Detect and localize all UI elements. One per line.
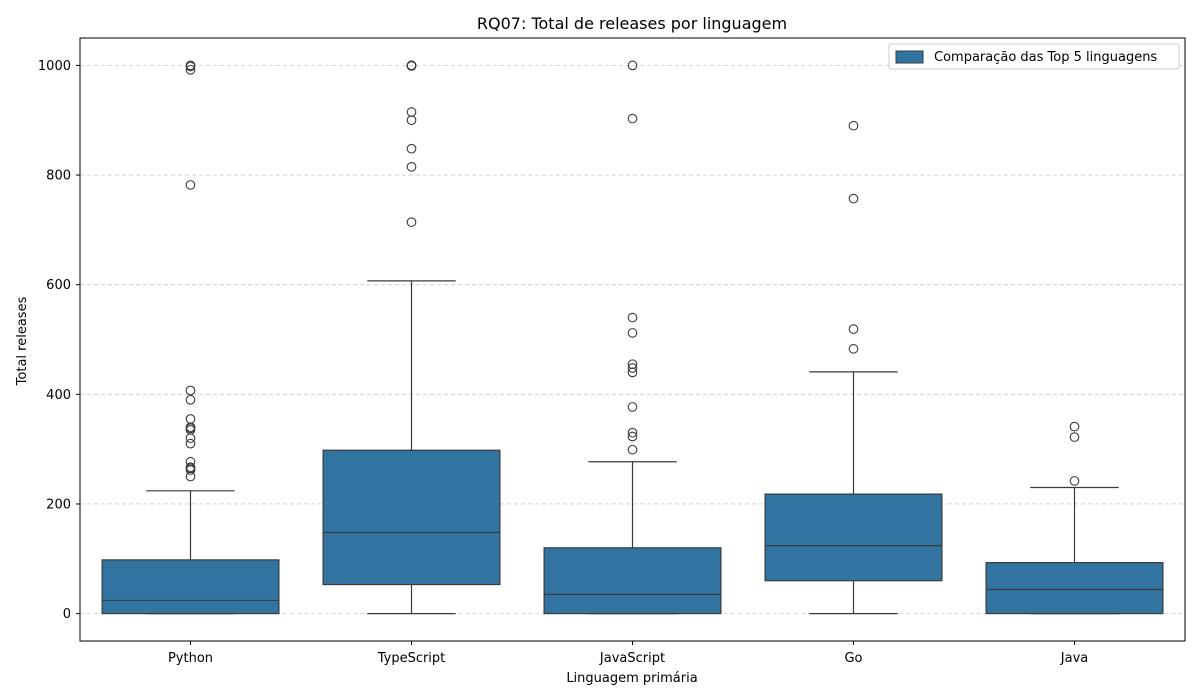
outlier-point	[1069, 432, 1080, 442]
axis-layer: 0 200 400 600 800 1000 Python TypeScript JavaScr…	[38, 59, 1088, 666]
box-iqr	[543, 547, 722, 615]
outlier-point	[185, 462, 196, 473]
outlier-point	[848, 193, 859, 204]
outlier-point	[406, 143, 417, 154]
legend: Comparação das Top 5 linguagens	[888, 43, 1180, 70]
outlier-point	[185, 64, 196, 75]
outlier-point	[627, 427, 638, 438]
y-axis-title: Total releases	[15, 296, 30, 386]
outlier-point	[1069, 476, 1080, 486]
y-tick-label: 400	[46, 388, 71, 403]
box-typescript	[322, 60, 501, 615]
box-iqr	[101, 559, 280, 615]
outlier-point	[406, 107, 417, 117]
outlier-point	[627, 431, 638, 442]
outlier-point	[627, 402, 638, 412]
y-tick-label: 200	[46, 497, 71, 512]
outlier-point	[406, 217, 417, 228]
legend-frame	[888, 43, 1180, 70]
x-tick-label: Python	[168, 651, 213, 666]
outlier-point	[185, 394, 196, 405]
x-tick-label: JavaScript	[599, 651, 665, 666]
outlier-point	[185, 438, 196, 449]
outlier-point	[406, 161, 417, 172]
box-java	[985, 421, 1164, 615]
outlier-point	[627, 60, 638, 71]
outlier-point	[848, 120, 859, 131]
outlier-point	[406, 115, 417, 126]
outlier-point	[406, 60, 417, 71]
x-tick-label: TypeScript	[377, 651, 446, 666]
outlier-point	[185, 433, 196, 444]
outlier-point	[627, 113, 638, 124]
y-tick-label: 600	[46, 278, 71, 293]
box-iqr	[764, 493, 943, 582]
chart-title: RQ07: Total de releases por linguagem	[477, 14, 787, 33]
outlier-point	[1069, 421, 1080, 432]
outlier-point	[185, 456, 196, 467]
outlier-point	[848, 343, 859, 354]
box-javascript	[543, 60, 722, 615]
plot-layer	[101, 60, 1164, 615]
outlier-point	[848, 324, 859, 334]
outlier-point	[627, 444, 638, 455]
legend-swatch	[895, 50, 924, 64]
y-tick-label: 0	[63, 607, 71, 622]
outlier-point	[185, 60, 196, 71]
x-tick-label: Go	[844, 651, 862, 666]
box-go	[764, 120, 943, 615]
box-python	[101, 60, 280, 615]
legend-label: Comparação das Top 5 linguagens	[934, 50, 1157, 65]
y-tick-label: 1000	[38, 59, 71, 74]
outlier-point	[185, 385, 196, 396]
box-iqr	[985, 562, 1164, 615]
outlier-point	[627, 359, 638, 370]
box-iqr	[322, 449, 501, 586]
x-tick-label: Java	[1060, 651, 1088, 666]
y-tick-label: 800	[46, 169, 71, 184]
outlier-point	[185, 414, 196, 424]
outlier-point	[627, 328, 638, 338]
outlier-point	[627, 312, 638, 323]
outlier-point	[185, 180, 196, 190]
x-axis-title: Linguagem primária	[566, 671, 697, 686]
outlier-point	[627, 363, 638, 373]
